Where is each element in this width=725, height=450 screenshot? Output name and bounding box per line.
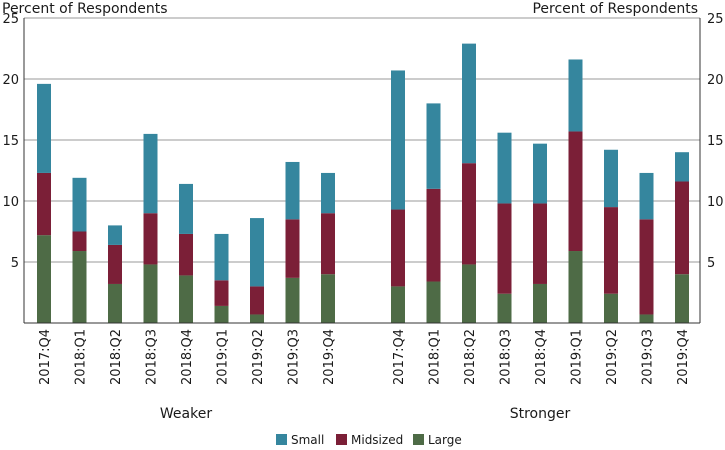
bar-small [533,143,547,204]
x-tick-label: 2019:Q3 [287,329,302,385]
bar-midsized [426,188,441,282]
bar-midsized [37,172,51,236]
legend-swatch [336,434,347,445]
y-tick-label-left: 25 [2,12,19,27]
bar-midsized [179,233,193,276]
bar-midsized [143,213,158,265]
bar-small [568,59,583,132]
bar-large [675,274,689,323]
bar-midsized [391,209,405,287]
x-tick-label: 2019:Q4 [676,329,691,385]
y-axis-title-left: Percent of Respondents [2,1,168,17]
bar-midsized [108,244,122,284]
legend-label: Midsized [351,433,403,447]
bar-midsized [639,219,654,315]
x-tick-label: 2018:Q1 [74,329,89,385]
y-tick-label-right: 15 [707,134,724,149]
bar-small [143,133,158,214]
y-tick-label-right: 25 [707,12,724,27]
bar-small [391,70,405,210]
y-tick-label-left: 5 [11,256,19,271]
bar-small [497,132,512,204]
bar-small [285,161,300,220]
bar-midsized [497,203,512,294]
bar-small [108,225,122,245]
bar-midsized [462,163,476,265]
bar-large [426,281,441,323]
bar-small [462,43,476,164]
y-tick-label-right: 20 [707,73,724,88]
x-tick-label: 2017:Q4 [38,329,53,385]
bar-small [639,172,654,220]
bar-large [391,286,405,323]
bar-large [108,283,122,323]
y-tick-label-right: 10 [707,195,724,210]
bar-midsized [285,219,300,278]
bar-large [250,314,264,323]
bar-large [533,283,547,323]
axes [23,18,701,324]
bar-large [462,264,476,323]
bar-large [604,293,618,323]
x-tick-label: 2018:Q3 [145,329,160,385]
x-tick-label: 2019:Q3 [641,329,656,385]
bar-small [179,183,193,234]
bar-large [497,293,512,323]
y-tick-label-right: 5 [707,256,715,271]
bar-small [321,172,335,214]
bars [37,43,689,323]
bar-small [72,177,87,232]
bar-midsized [675,181,689,275]
group-label: Stronger [510,406,571,422]
legend: Small Midsized Large [276,433,462,447]
x-tick-label: 2018:Q4 [534,329,549,385]
bar-large [285,277,300,323]
x-tick-label: 2017:Q4 [392,329,407,385]
y-tick-label-left: 20 [2,73,19,88]
bar-large [143,264,158,323]
bar-midsized [568,131,583,252]
bar-large [321,274,335,323]
y-tick-label-left: 10 [2,195,19,210]
legend-swatch [276,434,287,445]
x-tick-label: 2019:Q4 [322,329,337,385]
x-tick-label: 2018:Q1 [428,329,443,385]
x-tick-label: 2018:Q2 [109,329,124,385]
bar-small [214,233,229,281]
bar-midsized [604,207,618,294]
bar-midsized [321,213,335,275]
bar-large [568,251,583,323]
bar-large [72,251,87,323]
group-label: Weaker [160,406,212,422]
bar-midsized [533,203,547,284]
x-tick-label: 2018:Q4 [180,329,195,385]
bar-large [639,314,654,323]
bar-large [214,305,229,323]
x-tick-label: 2018:Q2 [463,329,478,385]
bar-small [37,83,51,173]
bar-small [604,149,618,208]
bar-midsized [214,280,229,306]
legend-swatch [413,434,424,445]
y-tick-label-left: 15 [2,134,19,149]
gridlines [24,17,700,263]
bar-small [675,152,689,182]
legend-label: Large [428,433,462,447]
x-tick-label: 2019:Q2 [251,329,266,385]
bar-small [250,218,264,287]
x-tick-label: 2019:Q1 [570,329,585,385]
x-tick-label: 2019:Q2 [605,329,620,385]
x-tick-label: 2019:Q1 [216,329,231,385]
bar-midsized [72,231,87,252]
bar-midsized [250,286,264,315]
bar-large [37,235,51,323]
legend-label: Small [291,433,324,447]
x-tick-label: 2018:Q3 [499,329,514,385]
bar-small [426,103,441,189]
bar-large [179,275,193,323]
y-axis-title-right: Percent of Respondents [532,1,698,17]
